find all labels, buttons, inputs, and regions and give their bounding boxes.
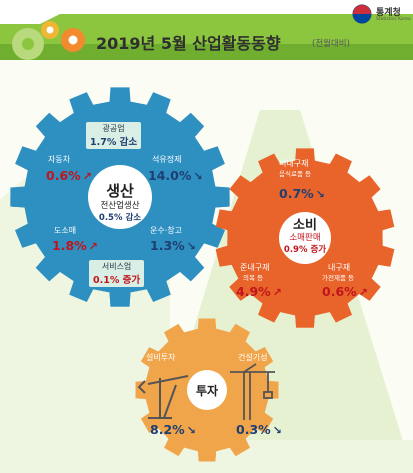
production-transport-value-row: 1.3% ↘ <box>150 238 196 253</box>
crane-icon <box>230 363 275 420</box>
page-subtitle: (전월대비) <box>312 39 350 49</box>
investment-title: 투자 <box>195 384 219 398</box>
production-wholesale-value: 1.8% <box>52 238 87 253</box>
investment-gear <box>135 318 279 462</box>
consumption-semidurable-sublabel: 의복 등 <box>243 274 264 282</box>
down-arrow-icon: ↘ <box>315 188 325 201</box>
consumption-total-label: 소매판매 <box>289 233 321 243</box>
consumption-nondurable-label: 비내구재 <box>279 159 309 168</box>
consumption-nondurable-sublabel: 음식료품 등 <box>279 170 311 178</box>
down-arrow-icon: ↘ <box>193 170 203 183</box>
production-wholesale-label: 도소매 <box>54 226 77 235</box>
production-service-value: 0.1% 증가 <box>93 275 141 286</box>
down-arrow-icon: ↘ <box>186 240 196 253</box>
consumption-semidurable-value-row: 4.9% ↗ <box>236 284 282 299</box>
consumption-nondurable-value-row: 0.7% ↘ <box>279 186 325 201</box>
oil-pumpjack-icon <box>137 375 189 419</box>
production-mining-chip: 광공업 1.7% 감소 <box>86 122 142 149</box>
production-wholesale-value-row: 1.8% ↗ <box>52 238 98 253</box>
production-mining-value: 1.7% 감소 <box>90 137 138 148</box>
page-title: 2019년 5월 산업활동동향 <box>96 34 281 53</box>
production-total-value: 0.5% 감소 <box>98 213 142 223</box>
statistics-korea-logo-icon <box>352 4 372 24</box>
up-arrow-icon: ↗ <box>82 170 92 183</box>
production-auto-label: 자동차 <box>48 155 71 164</box>
header-gear-mid-icon <box>41 21 59 39</box>
consumption-semidurable-label: 준내구재 <box>240 263 270 272</box>
consumption-title: 소비 <box>293 218 317 233</box>
logo-name: 통계청 <box>376 8 401 18</box>
consumption-durable-value-row: 0.6% ↗ <box>322 284 368 299</box>
consumption-semidurable-value: 4.9% <box>236 284 271 299</box>
production-title: 생산 <box>106 182 134 200</box>
logo-subtitle: Statistics Korea <box>376 17 411 22</box>
up-arrow-icon: ↗ <box>272 286 282 299</box>
production-auto-value: 0.6% <box>46 168 81 183</box>
up-arrow-icon: ↗ <box>358 286 368 299</box>
production-oil-value-row: 14.0% ↘ <box>148 168 203 183</box>
production-transport-value: 1.3% <box>150 238 185 253</box>
production-oil-value: 14.0% <box>148 168 192 183</box>
investment-facility-label: 설비투자 <box>146 353 176 362</box>
production-oil-label: 석유정제 <box>152 155 182 164</box>
down-arrow-icon: ↘ <box>186 424 196 437</box>
header-gear-right-icon <box>61 28 85 52</box>
consumption-durable-value: 0.6% <box>322 284 357 299</box>
up-arrow-icon: ↗ <box>88 240 98 253</box>
consumption-durable-sublabel: 가전제품 등 <box>322 274 354 282</box>
investment-construction-value-row: 0.3% ↘ <box>236 422 282 437</box>
production-total-label: 전산업생산 <box>100 201 140 211</box>
investment-construction-value: 0.3% <box>236 422 271 437</box>
production-mining-label: 광공업 <box>102 124 125 133</box>
production-transport-label: 운수·창고 <box>150 226 182 235</box>
consumption-total-value: 0.9% 증가 <box>283 245 327 255</box>
investment-construction-label: 건설기성 <box>238 353 268 362</box>
consumption-nondurable-value: 0.7% <box>279 186 314 201</box>
header-gear-left-icon <box>12 28 44 60</box>
production-service-chip: 서비스업 0.1% 증가 <box>89 260 145 287</box>
consumption-durable-label: 내구재 <box>328 263 351 272</box>
down-arrow-icon: ↘ <box>272 424 282 437</box>
investment-facility-value: 8.2% <box>150 422 185 437</box>
investment-facility-value-row: 8.2% ↘ <box>150 422 196 437</box>
production-service-label: 서비스업 <box>101 262 132 271</box>
production-gear <box>10 87 230 307</box>
consumption-gear <box>215 148 395 328</box>
header-strip <box>0 44 413 60</box>
production-auto-value-row: 0.6% ↗ <box>46 168 92 183</box>
